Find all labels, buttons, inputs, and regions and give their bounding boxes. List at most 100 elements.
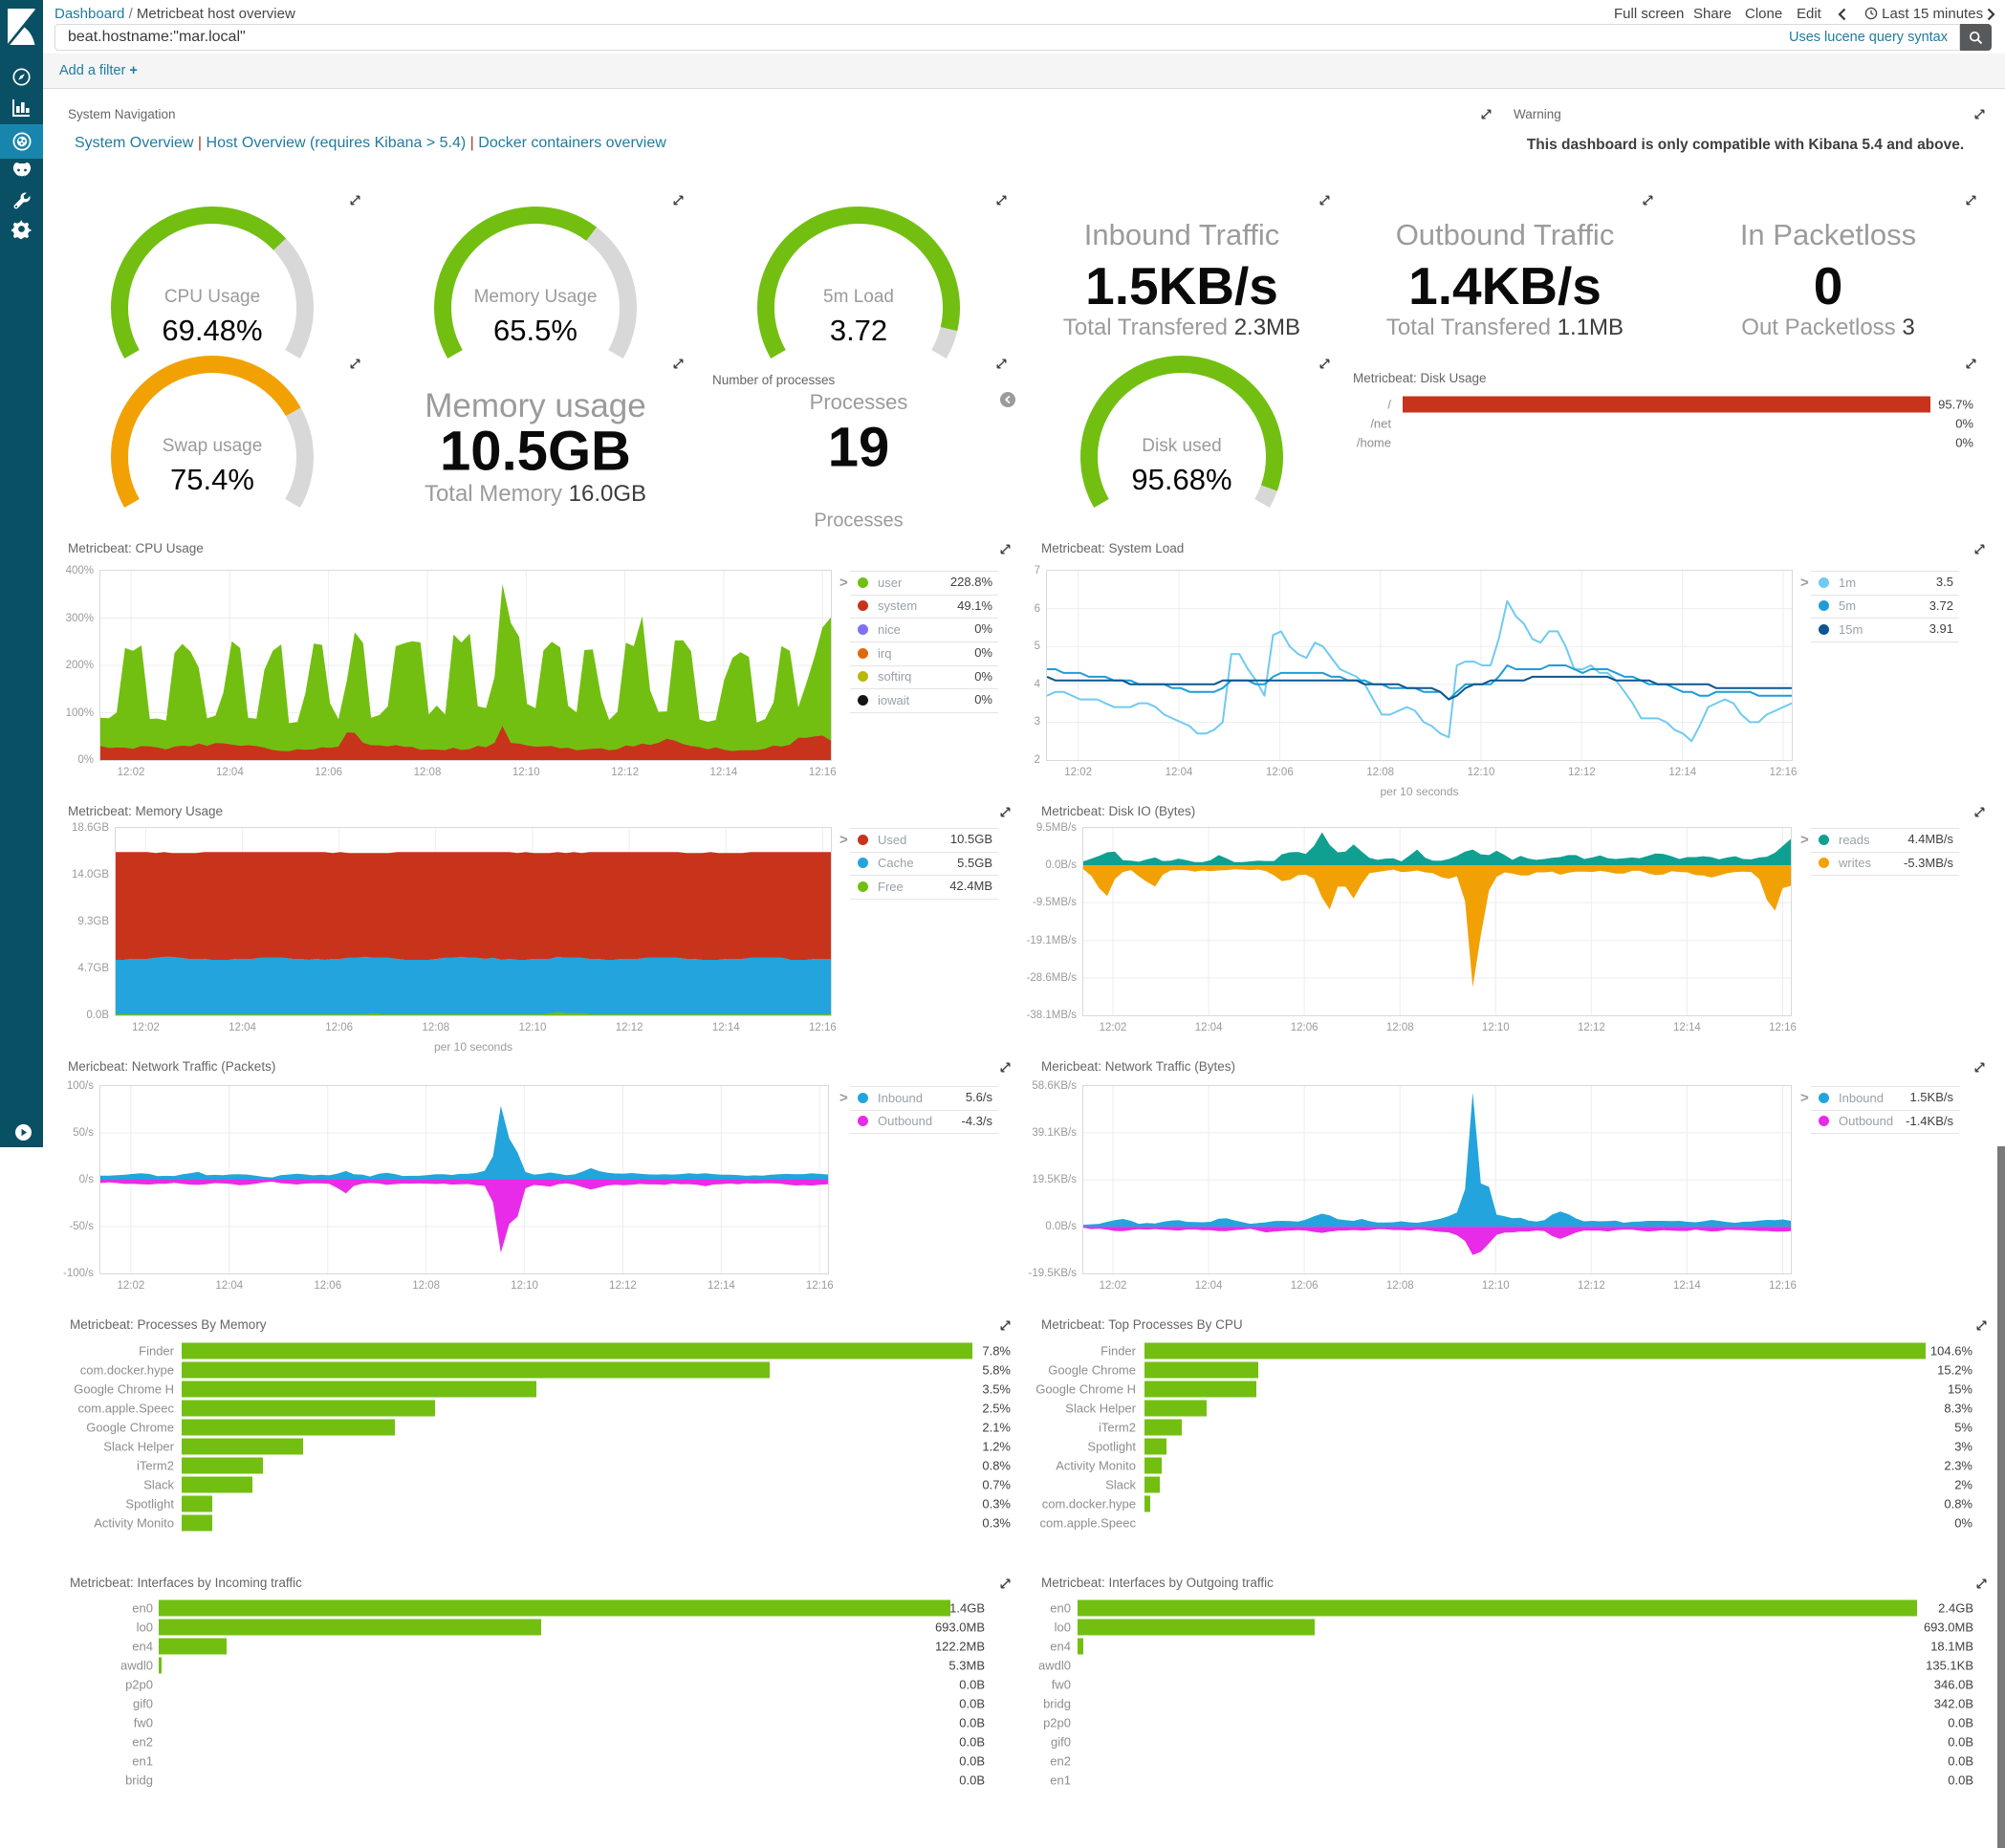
- legend-label[interactable]: 15m: [1839, 622, 1863, 638]
- legend-label[interactable]: Cache: [878, 856, 914, 871]
- legend-item[interactable]: reads: [1819, 828, 1870, 852]
- bar[interactable]: [1144, 1361, 1258, 1379]
- legend-collapse-icon[interactable]: >: [839, 1090, 848, 1106]
- share-button[interactable]: Share: [1693, 6, 1733, 22]
- bar[interactable]: [182, 1476, 252, 1493]
- expand-icon[interactable]: [1973, 806, 1986, 818]
- expand-icon[interactable]: [1642, 194, 1654, 207]
- legend-label[interactable]: Inbound: [878, 1090, 923, 1105]
- kibana-logo[interactable]: [0, 0, 43, 54]
- bar[interactable]: [1403, 396, 1930, 413]
- sidebar-item-management[interactable]: [0, 211, 43, 246]
- legend-collapse-icon[interactable]: >: [839, 832, 848, 848]
- legend-label[interactable]: softirq: [878, 669, 912, 685]
- bar[interactable]: [182, 1400, 435, 1417]
- legend-label[interactable]: Used: [878, 832, 907, 847]
- bar[interactable]: [182, 1381, 536, 1398]
- bar[interactable]: [182, 1419, 395, 1436]
- bar[interactable]: [1144, 1495, 1150, 1512]
- link-system-overview[interactable]: System Overview: [75, 135, 194, 151]
- legend-label[interactable]: Free: [878, 880, 904, 895]
- expand-icon[interactable]: [672, 358, 685, 370]
- sidebar-item-timelion[interactable]: [0, 155, 43, 189]
- legend-label[interactable]: Outbound: [878, 1114, 933, 1129]
- link-host-overview[interactable]: Host Overview (requires Kibana > 5.4): [206, 135, 467, 151]
- bar[interactable]: [1144, 1457, 1162, 1474]
- search-button[interactable]: [1960, 24, 1992, 51]
- legend-label[interactable]: iowait: [878, 693, 910, 708]
- legend-item[interactable]: 1m: [1819, 571, 1856, 595]
- legend-label[interactable]: user: [878, 575, 903, 590]
- expand-icon[interactable]: [672, 194, 685, 207]
- expand-icon[interactable]: [1973, 108, 1986, 120]
- bar[interactable]: [1144, 1381, 1256, 1398]
- legend-item[interactable]: Inbound: [858, 1086, 923, 1110]
- edit-button[interactable]: Edit: [1797, 6, 1821, 22]
- legend-item[interactable]: Used: [858, 828, 906, 852]
- legend-label[interactable]: 1m: [1839, 575, 1857, 590]
- legend-label[interactable]: irq: [878, 645, 892, 661]
- legend-label[interactable]: Inbound: [1839, 1090, 1884, 1105]
- legend-label[interactable]: nice: [878, 622, 901, 638]
- expand-icon[interactable]: [999, 543, 1012, 555]
- legend-label[interactable]: reads: [1839, 832, 1870, 847]
- legend-label[interactable]: Outbound: [1839, 1114, 1894, 1129]
- legend-collapse-icon[interactable]: >: [1800, 1090, 1809, 1106]
- bar[interactable]: [1144, 1438, 1166, 1455]
- legend-item[interactable]: Cache: [858, 852, 914, 876]
- time-picker-button[interactable]: Last 15 minutes: [1864, 6, 1983, 22]
- link-docker-overview[interactable]: Docker containers overview: [478, 135, 666, 151]
- search-input[interactable]: beat.hostname:"mar.local" Uses lucene qu…: [54, 24, 1960, 51]
- legend-label[interactable]: system: [878, 598, 918, 614]
- clone-button[interactable]: Clone: [1745, 6, 1783, 22]
- sidebar-item-dashboard[interactable]: [0, 124, 43, 159]
- legend-collapse-icon[interactable]: >: [1800, 832, 1809, 848]
- legend-collapse-icon[interactable]: >: [1800, 575, 1809, 591]
- bar[interactable]: [159, 1619, 541, 1636]
- expand-icon[interactable]: [999, 1319, 1012, 1332]
- sidebar-item-discover[interactable]: [0, 59, 43, 94]
- legend-item[interactable]: iowait: [858, 688, 909, 712]
- legend-collapse-icon[interactable]: >: [839, 575, 848, 591]
- legend-item[interactable]: system: [858, 595, 917, 619]
- bar[interactable]: [182, 1514, 212, 1532]
- expand-icon[interactable]: [1973, 1061, 1986, 1074]
- legend-item[interactable]: user: [858, 571, 902, 595]
- legend-item[interactable]: softirq: [858, 665, 911, 689]
- bar[interactable]: [159, 1638, 227, 1655]
- legend-item[interactable]: 5m: [1819, 595, 1856, 619]
- legend-item[interactable]: 15m: [1819, 618, 1863, 641]
- bar[interactable]: [182, 1495, 212, 1512]
- expand-icon[interactable]: [1973, 543, 1986, 555]
- breadcrumb-dashboard-link[interactable]: Dashboard: [54, 6, 125, 22]
- expand-icon[interactable]: [999, 1061, 1012, 1074]
- bar[interactable]: [1144, 1476, 1160, 1493]
- bar[interactable]: [1078, 1619, 1315, 1636]
- sidebar-collapse-button[interactable]: [15, 1124, 32, 1145]
- legend-item[interactable]: irq: [858, 641, 891, 665]
- bar[interactable]: [182, 1361, 770, 1379]
- bar[interactable]: [159, 1599, 950, 1617]
- expand-icon[interactable]: [999, 1577, 1012, 1590]
- expand-icon[interactable]: [349, 358, 361, 370]
- expand-icon[interactable]: [999, 806, 1012, 818]
- expand-icon[interactable]: [995, 194, 1008, 207]
- expand-icon[interactable]: [1480, 108, 1493, 120]
- bar[interactable]: [1144, 1400, 1207, 1417]
- bar[interactable]: [159, 1657, 162, 1674]
- expand-icon[interactable]: [1975, 1577, 1988, 1590]
- expand-icon[interactable]: [1975, 1319, 1988, 1332]
- legend-item[interactable]: nice: [858, 618, 901, 641]
- legend-item[interactable]: Outbound: [858, 1110, 932, 1134]
- expand-icon[interactable]: [1965, 358, 1977, 370]
- expand-icon[interactable]: [1319, 358, 1331, 370]
- legend-item[interactable]: Inbound: [1819, 1086, 1884, 1110]
- expand-icon[interactable]: [1965, 194, 1977, 207]
- legend-toggle-icon[interactable]: [1000, 392, 1015, 412]
- bar[interactable]: [182, 1457, 263, 1474]
- legend-label[interactable]: 5m: [1839, 598, 1857, 614]
- legend-item[interactable]: Free: [858, 875, 904, 899]
- bar[interactable]: [1078, 1599, 1917, 1617]
- add-filter-button[interactable]: Add a filter +: [59, 63, 138, 78]
- bar[interactable]: [1144, 1419, 1182, 1436]
